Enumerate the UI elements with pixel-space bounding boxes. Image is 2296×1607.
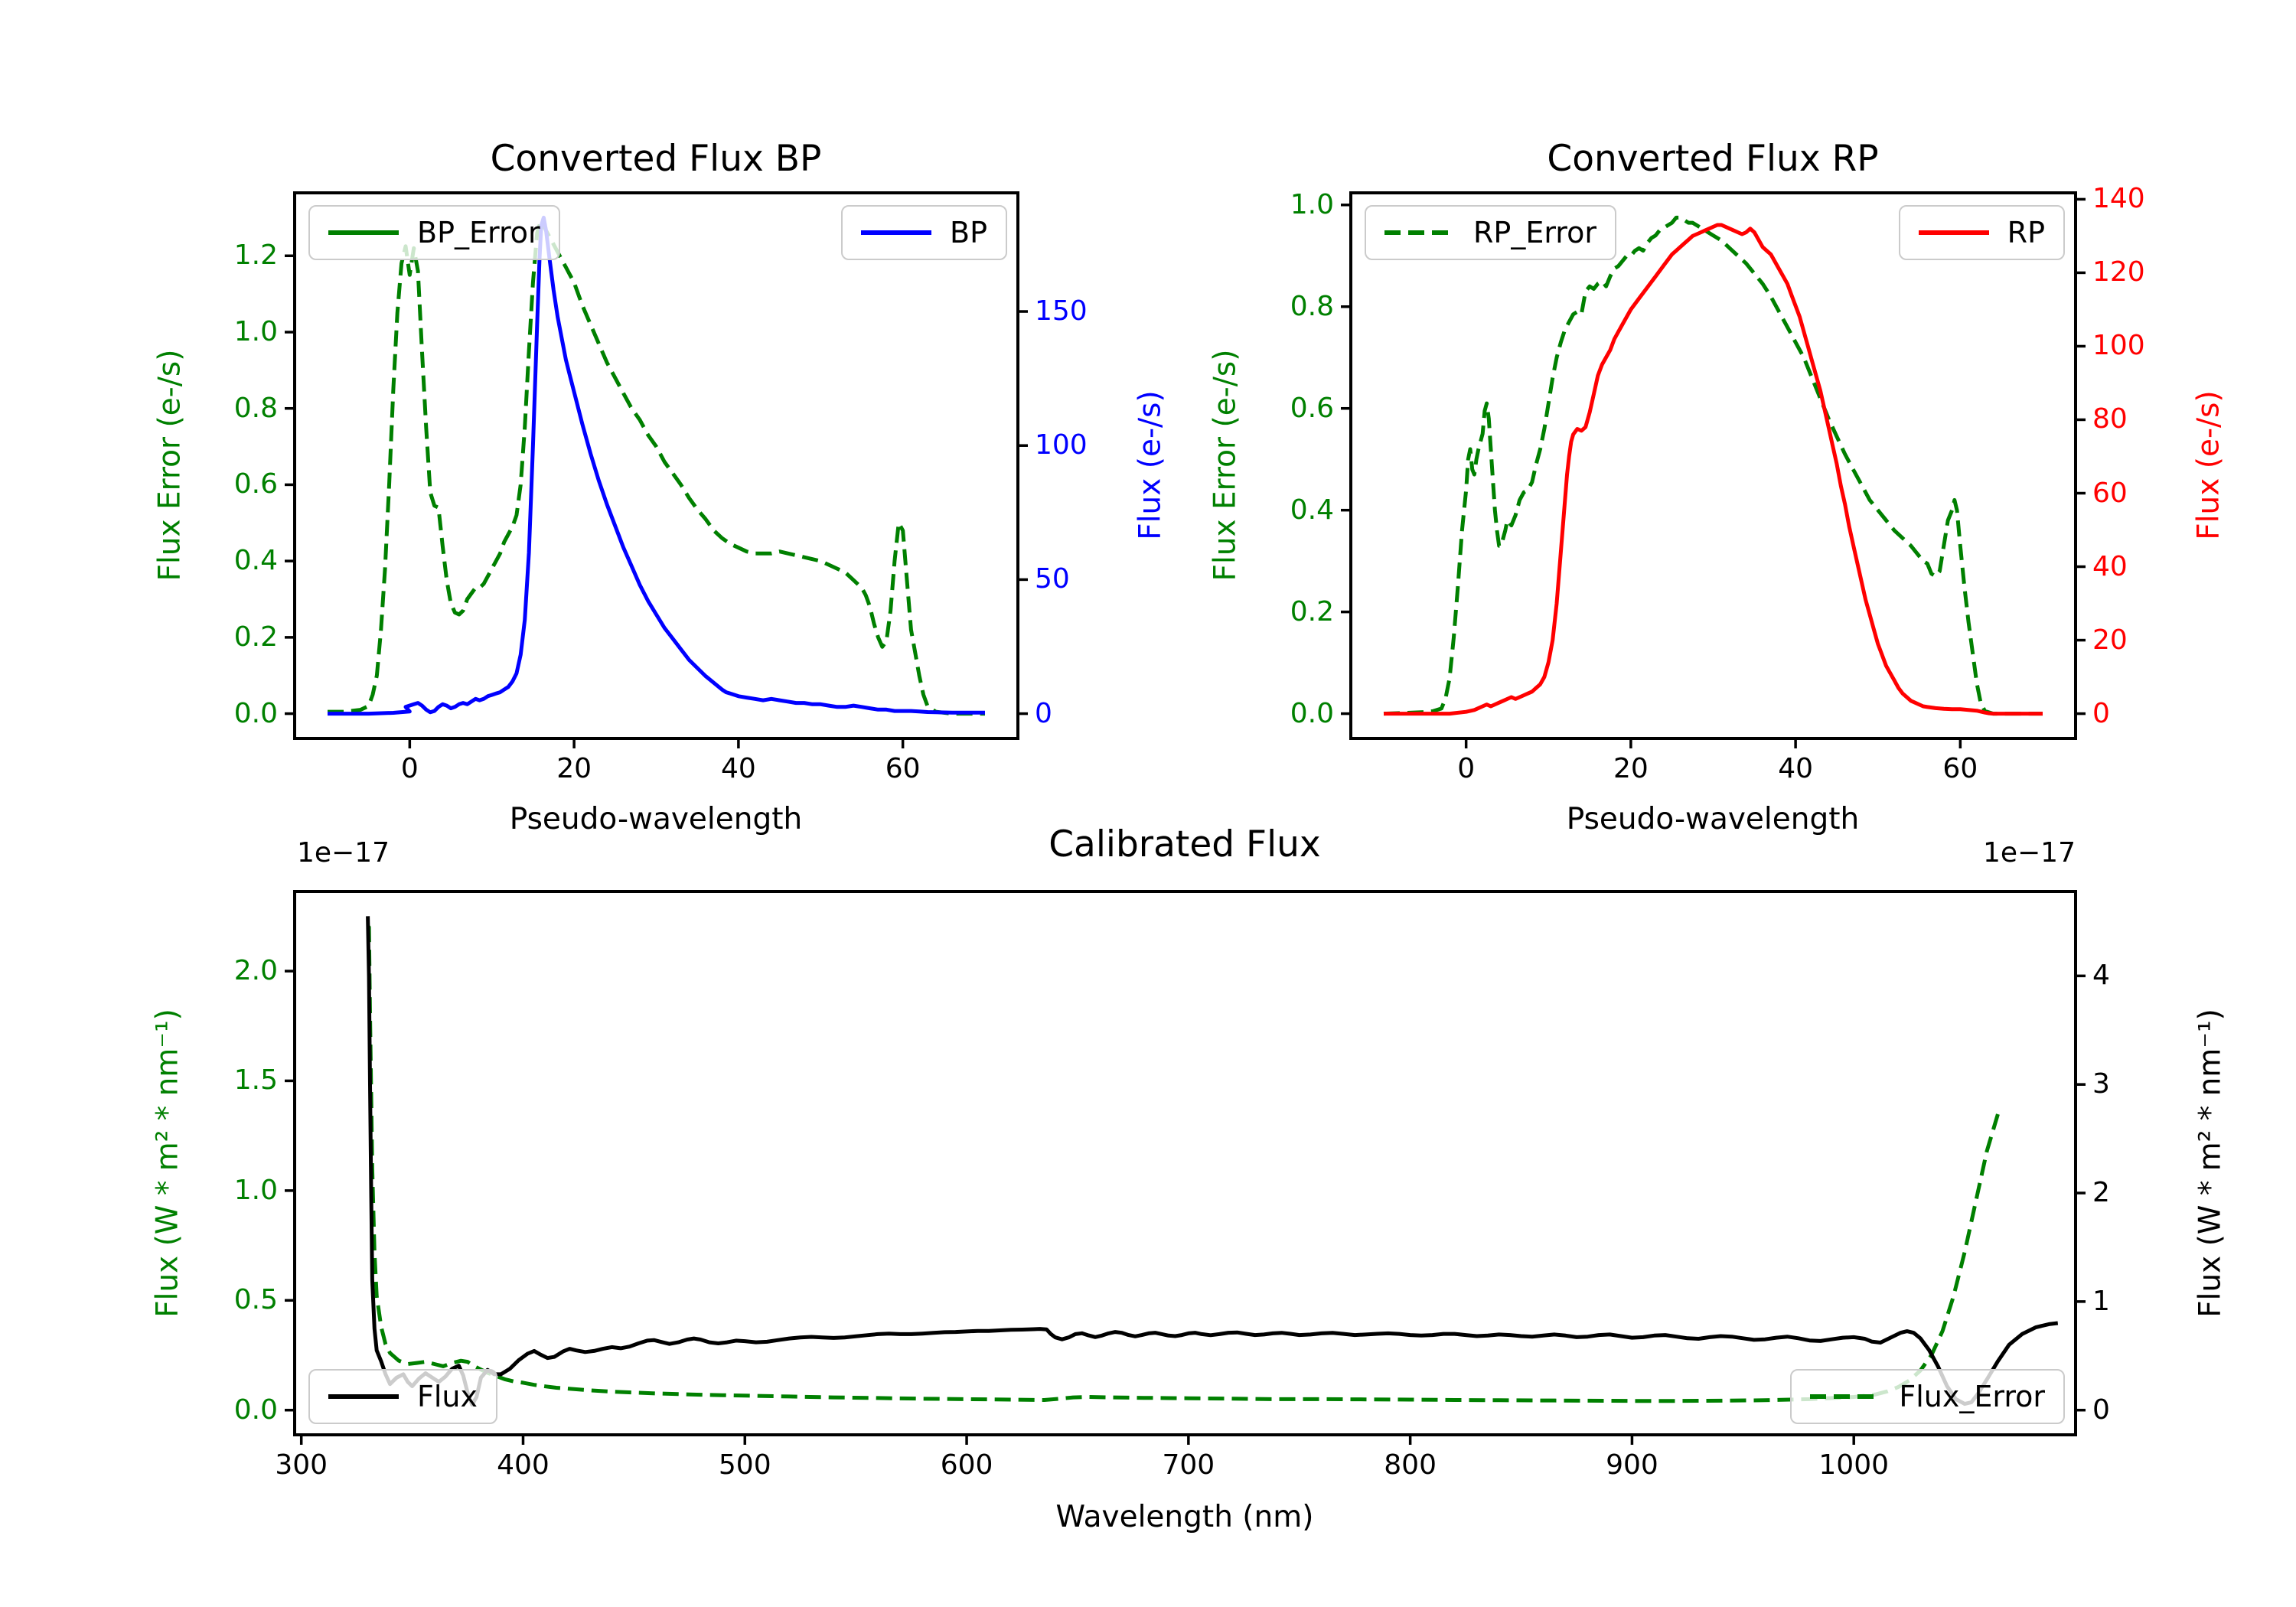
rp-ytick-right-60: 60 — [2092, 477, 2128, 509]
rp-left-yaxis-label: Flux Error (e-/s) — [1208, 349, 1243, 582]
cal-ytick-left-2.0: 2.0 — [233, 954, 278, 986]
rp-legend-label: RP — [2007, 216, 2045, 249]
cal-right-offset-text: 1e−17 — [1982, 837, 2076, 869]
rp-xtick-60: 60 — [1942, 753, 1978, 784]
flux-error-legend-label: Flux_Error — [1899, 1380, 2045, 1413]
cal-left-yaxis-label: Flux (W * m² * nm⁻¹) — [150, 1009, 185, 1318]
rp-rp_error-line — [1383, 215, 2043, 716]
flux-legend-label: Flux — [417, 1380, 478, 1413]
rp-ytick-left-0.8: 0.8 — [1290, 290, 1334, 322]
cal-xtick-700: 700 — [1162, 1449, 1215, 1481]
rp-plot-axes: RP_Error RP 0 20 40 60 0.0 0.2 0.4 0.6 0.8 1.0 0 20… — [1290, 185, 2145, 783]
cal-ytick-right-4: 4 — [2092, 960, 2110, 992]
cal-ytick-right-1: 1 — [2092, 1285, 2110, 1317]
rp-error-legend-label: RP_Error — [1473, 216, 1596, 249]
bp-spines — [293, 191, 1019, 740]
bp-ytick-left-1.2: 1.2 — [233, 240, 278, 272]
rp-error-legend-line-icon — [1384, 230, 1455, 235]
rp-xtick-40: 40 — [1778, 753, 1814, 784]
bp-error-legend-line-icon — [328, 230, 399, 235]
cal-xaxis-label: Wavelength (nm) — [1055, 1500, 1314, 1534]
bp-xaxis-label: Pseudo-wavelength — [509, 802, 803, 836]
bp-ytick-left-0.2: 0.2 — [233, 621, 278, 653]
bp-error-legend: BP_Error — [308, 205, 560, 260]
cal-ytick-right-2: 2 — [2092, 1177, 2110, 1208]
rp-ytick-right-100: 100 — [2092, 330, 2145, 362]
bp-ytick-left-0.8: 0.8 — [233, 392, 278, 424]
cal-xtick-900: 900 — [1606, 1449, 1658, 1481]
bp-bp-line — [328, 215, 985, 716]
bp-ytick-right-100: 100 — [1035, 429, 1088, 461]
rp-error-legend: RP_Error — [1365, 205, 1616, 260]
flux-legend-line-icon — [328, 1394, 399, 1399]
rp-xtick-20: 20 — [1613, 753, 1649, 784]
cal-plot-area — [285, 890, 2086, 1445]
cal-xtick-800: 800 — [1384, 1449, 1437, 1481]
flux-legend: Flux — [308, 1369, 497, 1424]
rp-right-yaxis-label: Flux (e-/s) — [2191, 390, 2226, 540]
cal-xtick-500: 500 — [718, 1449, 771, 1481]
cal-ytick-left-1.0: 1.0 — [233, 1174, 278, 1206]
rp-ytick-left-0.6: 0.6 — [1290, 392, 1334, 424]
bp-legend-line-icon — [861, 230, 932, 235]
bp-legend-label: BP — [950, 216, 987, 249]
rp-chart-title: Converted Flux RP — [1547, 138, 1879, 180]
bp-ytick-right-0: 0 — [1035, 697, 1052, 729]
cal-left-offset-text: 1e−17 — [297, 837, 390, 869]
cal-xtick-1000: 1000 — [1818, 1449, 1890, 1481]
bp-xtick-40: 40 — [720, 753, 756, 784]
rp-legend: RP — [1898, 205, 2065, 260]
bp-xtick-0: 0 — [400, 753, 419, 784]
cal-xtick-600: 600 — [940, 1449, 993, 1481]
cal-right-yaxis-label: Flux (W * m² * nm⁻¹) — [2193, 1009, 2228, 1318]
cal-ytick-left-0.0: 0.0 — [233, 1393, 278, 1426]
rp-xaxis-label: Pseudo-wavelength — [1566, 802, 1860, 836]
cal-ytick-left-0.5: 0.5 — [233, 1284, 278, 1316]
cal-xtick-300: 300 — [275, 1449, 328, 1481]
bp-ytick-right-150: 150 — [1035, 295, 1088, 328]
rp-ytick-right-40: 40 — [2092, 550, 2128, 582]
bp-left-yaxis-label: Flux Error (e-/s) — [152, 349, 188, 582]
rp-ytick-right-140: 140 — [2092, 183, 2145, 215]
bp-chart-title: Converted Flux BP — [490, 138, 822, 180]
bp-plot-axes: BP_Error BP 0 20 40 60 0.0 0.2 0.4 0.6 0.8 1.0 1.2… — [234, 191, 1088, 783]
cal-ytick-right-0: 0 — [2092, 1393, 2110, 1426]
bp-plot-area — [285, 191, 1028, 748]
cal-spines — [293, 890, 2077, 1436]
cal-ytick-left-1.5: 1.5 — [233, 1064, 278, 1097]
rp-ytick-left-0.4: 0.4 — [1290, 494, 1334, 526]
bp-ytick-left-1.0: 1.0 — [233, 315, 278, 347]
rp-plot-area — [1341, 191, 2086, 748]
cal-plot-axes: Flux Flux_Error 300 400 500 600 700 800 900 100… — [234, 890, 2110, 1479]
rp-legend-line-icon — [1918, 230, 1989, 235]
bp-xtick-60: 60 — [885, 753, 921, 784]
bp-bp_error-line — [328, 217, 985, 716]
flux-error-legend: Flux_Error — [1790, 1369, 2065, 1424]
flux-error-legend-line-icon — [1810, 1394, 1881, 1399]
rp-ytick-left-0.0: 0.0 — [1290, 697, 1334, 729]
rp-ytick-left-1.0: 1.0 — [1290, 188, 1334, 220]
cal-flux-line — [366, 916, 2059, 1407]
rp-ytick-right-120: 120 — [2092, 256, 2145, 288]
bp-legend: BP — [841, 205, 1007, 260]
cal-ytick-right-3: 3 — [2092, 1068, 2110, 1100]
rp-ytick-right-20: 20 — [2092, 624, 2128, 656]
bp-ytick-left-0.4: 0.4 — [233, 545, 278, 577]
rp-spines — [1349, 191, 2077, 740]
rp-rp-line — [1384, 223, 2043, 716]
rp-xtick-0: 0 — [1457, 753, 1476, 784]
bp-xtick-20: 20 — [556, 753, 592, 784]
cal-chart-title: Calibrated Flux — [1049, 823, 1321, 865]
rp-ytick-left-0.2: 0.2 — [1290, 595, 1334, 627]
bp-ytick-left-0.6: 0.6 — [233, 468, 278, 500]
cal-xtick-400: 400 — [497, 1449, 550, 1481]
rp-ytick-right-80: 80 — [2092, 403, 2128, 435]
bp-right-yaxis-label: Flux (e-/s) — [1133, 390, 1168, 540]
bp-ytick-right-50: 50 — [1035, 563, 1070, 595]
cal-flux_error-line — [367, 925, 2000, 1403]
rp-ytick-right-0: 0 — [2092, 697, 2110, 729]
bp-ytick-left-0.0: 0.0 — [233, 697, 278, 729]
bp-error-legend-label: BP_Error — [417, 216, 540, 249]
